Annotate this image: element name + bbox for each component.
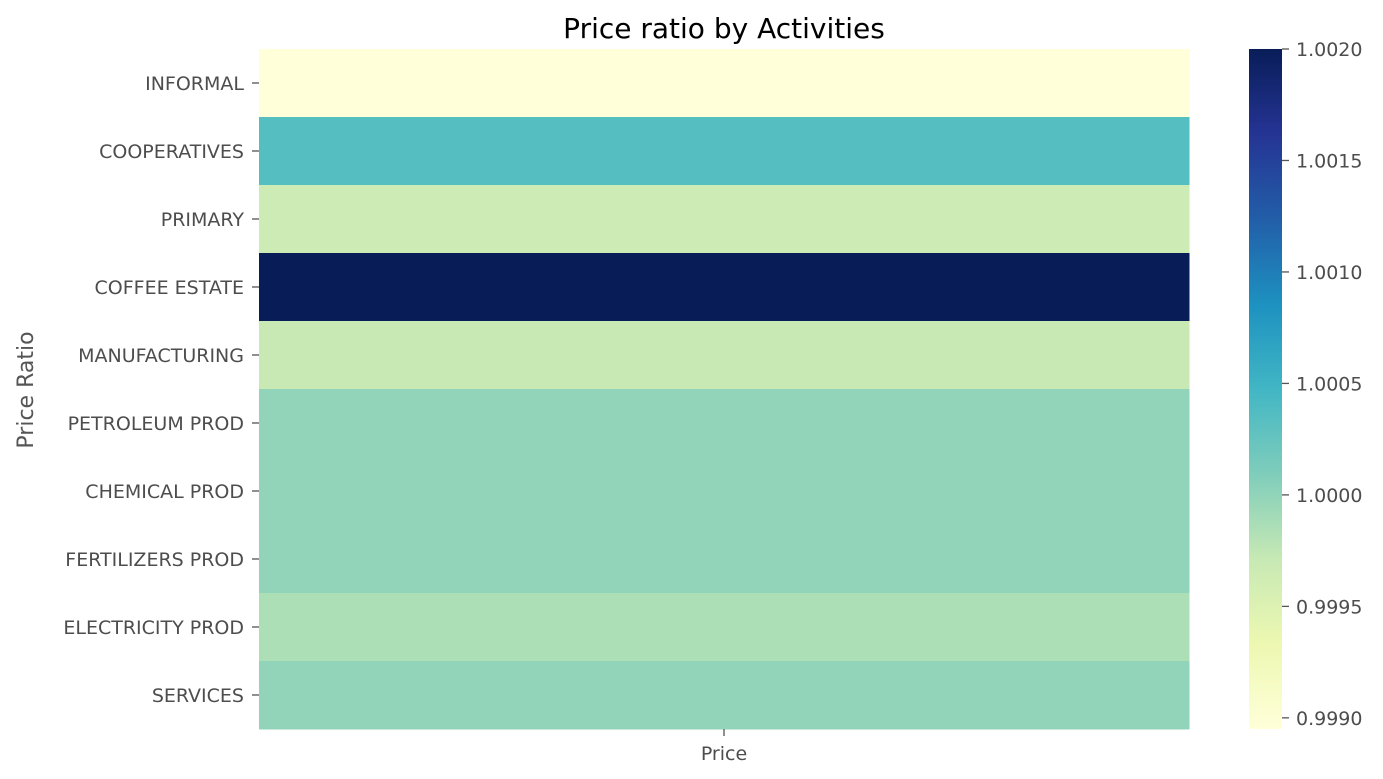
heatmap-cell bbox=[259, 49, 1190, 118]
x-axis-ticks: Price bbox=[701, 729, 747, 765]
heatmap-cells bbox=[259, 49, 1190, 730]
heatmap-cell bbox=[259, 253, 1190, 322]
x-tick-label: Price bbox=[701, 743, 747, 765]
y-tick-label: CHEMICAL PROD bbox=[85, 481, 244, 503]
y-axis-label: Price Ratio bbox=[14, 331, 39, 448]
colorbar-tick-label: 1.0015 bbox=[1296, 150, 1362, 172]
heatmap-cell bbox=[259, 389, 1190, 458]
chart-title: Price ratio by Activities bbox=[563, 12, 885, 45]
heatmap-cell bbox=[259, 661, 1190, 730]
colorbar-tick-label: 1.0020 bbox=[1296, 39, 1362, 61]
colorbar-scale bbox=[1249, 49, 1282, 729]
heatmap-cell bbox=[259, 457, 1190, 526]
heatmap-cell bbox=[259, 321, 1190, 390]
heatmap-cell bbox=[259, 185, 1190, 254]
y-tick-label: MANUFACTURING bbox=[78, 345, 244, 367]
colorbar-tick-label: 0.9995 bbox=[1296, 596, 1362, 618]
y-tick-label: ELECTRICITY PROD bbox=[63, 617, 244, 639]
y-axis-ticks: INFORMAL COOPERATIVES PRIMARY COFFEE ESTATE… bbox=[63, 73, 259, 707]
y-tick-label: PRIMARY bbox=[161, 209, 245, 231]
y-tick-label: COOPERATIVES bbox=[99, 141, 244, 163]
colorbar-tick-label: 1.0000 bbox=[1296, 485, 1362, 507]
y-tick-label: FERTILIZERS PROD bbox=[65, 549, 244, 571]
y-tick-label: PETROLEUM PROD bbox=[68, 413, 244, 435]
heatmap-cell bbox=[259, 525, 1190, 594]
heatmap-cell bbox=[259, 117, 1190, 186]
colorbar-tick-label: 1.0005 bbox=[1296, 373, 1362, 395]
colorbar-tick-label: 0.9990 bbox=[1296, 708, 1362, 730]
heatmap-cell bbox=[259, 593, 1190, 662]
y-tick-label: SERVICES bbox=[152, 685, 244, 707]
colorbar-tick-label: 1.0010 bbox=[1296, 262, 1362, 284]
colorbar: 0.9990 0.9995 1.0000 1.0005 1.0010 1.0015 1.00… bbox=[1249, 39, 1362, 730]
y-tick-label: INFORMAL bbox=[145, 73, 244, 95]
y-tick-label: COFFEE ESTATE bbox=[95, 277, 244, 299]
